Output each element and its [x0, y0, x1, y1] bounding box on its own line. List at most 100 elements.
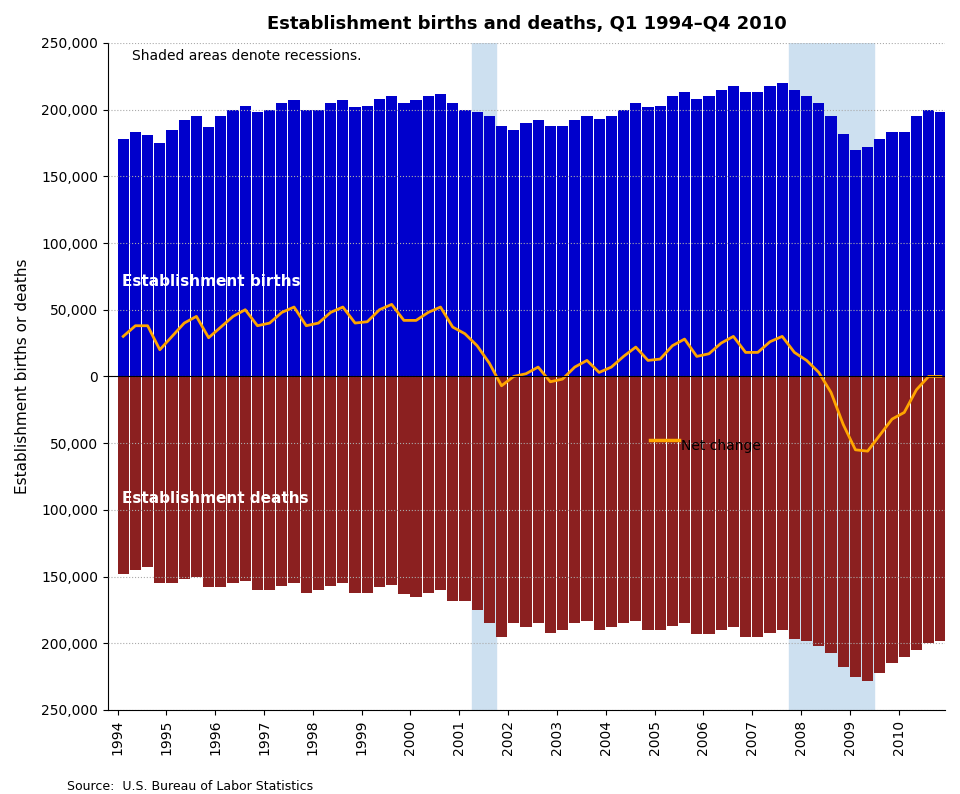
- Bar: [704, 376, 714, 634]
- Bar: [215, 376, 227, 588]
- Text: Source:  U.S. Bureau of Labor Statistics: Source: U.S. Bureau of Labor Statistics: [67, 780, 313, 793]
- Bar: [325, 376, 336, 586]
- Bar: [484, 116, 495, 376]
- Bar: [850, 376, 861, 676]
- Bar: [813, 103, 825, 376]
- Bar: [411, 100, 421, 376]
- Bar: [166, 376, 178, 584]
- Bar: [753, 92, 763, 376]
- Bar: [593, 376, 605, 630]
- Bar: [911, 376, 922, 650]
- Bar: [142, 135, 154, 376]
- Bar: [655, 106, 666, 376]
- Bar: [484, 376, 495, 623]
- Bar: [533, 376, 543, 623]
- Bar: [362, 376, 372, 592]
- Bar: [826, 376, 836, 653]
- Bar: [264, 376, 276, 590]
- Bar: [850, 149, 861, 376]
- Bar: [801, 376, 812, 641]
- Bar: [606, 376, 617, 627]
- Bar: [911, 116, 922, 376]
- Bar: [667, 96, 678, 376]
- Bar: [203, 376, 214, 588]
- Bar: [715, 376, 727, 630]
- Bar: [435, 376, 446, 590]
- Bar: [764, 86, 776, 376]
- Bar: [789, 43, 875, 710]
- Bar: [130, 376, 141, 570]
- Title: Establishment births and deaths, Q1 1994–Q4 2010: Establishment births and deaths, Q1 1994…: [267, 15, 786, 33]
- Bar: [826, 116, 836, 376]
- Bar: [544, 125, 556, 376]
- Bar: [325, 103, 336, 376]
- Bar: [142, 376, 154, 567]
- Bar: [704, 96, 714, 376]
- Bar: [630, 103, 641, 376]
- Bar: [166, 129, 178, 376]
- Bar: [264, 110, 276, 376]
- Bar: [496, 376, 507, 637]
- Bar: [618, 376, 629, 623]
- Bar: [398, 103, 410, 376]
- Bar: [875, 139, 885, 376]
- Bar: [411, 376, 421, 596]
- Bar: [386, 376, 397, 584]
- Bar: [753, 376, 763, 637]
- Bar: [875, 376, 885, 673]
- Bar: [252, 376, 263, 590]
- Bar: [520, 123, 532, 376]
- Bar: [508, 129, 519, 376]
- Bar: [740, 376, 752, 637]
- Bar: [569, 376, 581, 623]
- Bar: [496, 125, 507, 376]
- Bar: [642, 107, 654, 376]
- Bar: [337, 376, 348, 584]
- Bar: [899, 133, 910, 376]
- Bar: [667, 376, 678, 626]
- Bar: [582, 116, 592, 376]
- Bar: [655, 376, 666, 630]
- Bar: [691, 376, 703, 634]
- Bar: [886, 133, 898, 376]
- Bar: [313, 376, 324, 590]
- Bar: [155, 143, 165, 376]
- Bar: [886, 376, 898, 663]
- Bar: [337, 100, 348, 376]
- Bar: [191, 376, 202, 576]
- Bar: [130, 133, 141, 376]
- Bar: [471, 112, 483, 376]
- Bar: [276, 103, 287, 376]
- Bar: [789, 90, 800, 376]
- Bar: [777, 83, 788, 376]
- Text: Establishment deaths: Establishment deaths: [123, 491, 309, 506]
- Bar: [569, 120, 581, 376]
- Bar: [606, 116, 617, 376]
- Bar: [228, 110, 239, 376]
- Bar: [740, 92, 752, 376]
- Bar: [349, 107, 361, 376]
- Bar: [691, 99, 703, 376]
- Bar: [447, 376, 458, 600]
- Bar: [447, 103, 458, 376]
- Bar: [179, 376, 190, 579]
- Bar: [459, 110, 470, 376]
- Bar: [533, 120, 543, 376]
- Bar: [240, 106, 251, 376]
- Bar: [728, 376, 739, 627]
- Bar: [313, 110, 324, 376]
- Bar: [935, 376, 947, 641]
- Bar: [435, 94, 446, 376]
- Bar: [288, 376, 300, 584]
- Bar: [789, 376, 800, 639]
- Bar: [276, 376, 287, 586]
- Bar: [679, 376, 690, 623]
- Bar: [544, 376, 556, 633]
- Bar: [362, 106, 372, 376]
- Bar: [191, 116, 202, 376]
- Bar: [508, 376, 519, 623]
- Bar: [679, 92, 690, 376]
- Text: Establishment births: Establishment births: [123, 274, 301, 289]
- Bar: [923, 376, 934, 643]
- Bar: [373, 99, 385, 376]
